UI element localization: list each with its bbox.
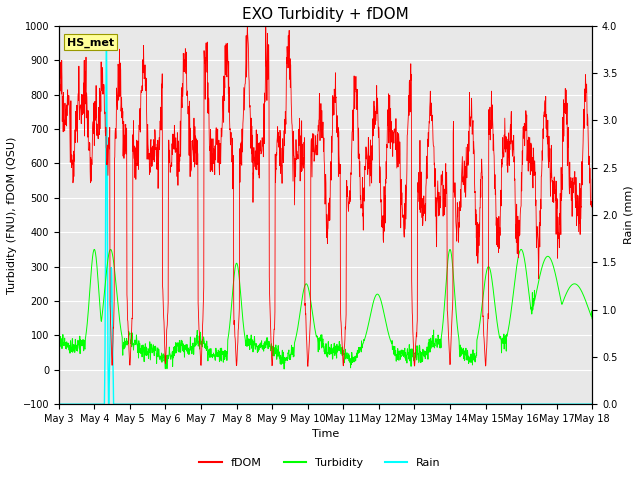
Turbidity [280,366,288,372]
fDOM [85,147,93,153]
Rain [273,401,280,407]
Rain [85,401,93,407]
Line: fDOM: fDOM [59,26,592,366]
fDOM [169,137,177,143]
fDOM [243,23,251,29]
Legend: fDOM, Turbidity, Rain: fDOM, Turbidity, Rain [195,453,445,472]
Turbidity [85,295,93,301]
fDOM [255,172,262,178]
Turbidity [273,357,280,362]
Line: Turbidity: Turbidity [59,250,592,369]
fDOM [273,152,280,158]
fDOM [55,106,63,111]
Turbidity [169,352,177,358]
Text: HS_met: HS_met [67,37,114,48]
Rain [55,401,63,407]
Title: EXO Turbidity + fDOM: EXO Turbidity + fDOM [242,7,409,22]
Y-axis label: Rain (mm): Rain (mm) [623,186,633,244]
Rain [169,401,177,407]
Rain [419,401,427,407]
fDOM [304,363,312,369]
Turbidity [255,342,262,348]
Turbidity [588,316,596,322]
Rain [102,40,110,46]
fDOM [276,134,284,140]
Turbidity [55,338,63,344]
Y-axis label: Turbidity (FNU), fDOM (QSU): Turbidity (FNU), fDOM (QSU) [7,136,17,294]
Turbidity [276,355,284,361]
fDOM [420,213,428,218]
Rain [276,401,284,407]
Rain [588,401,596,407]
Rain [255,401,262,407]
Turbidity [420,353,428,359]
Line: Rain: Rain [59,43,592,404]
X-axis label: Time: Time [312,430,339,440]
Turbidity [90,247,98,252]
fDOM [588,176,596,182]
